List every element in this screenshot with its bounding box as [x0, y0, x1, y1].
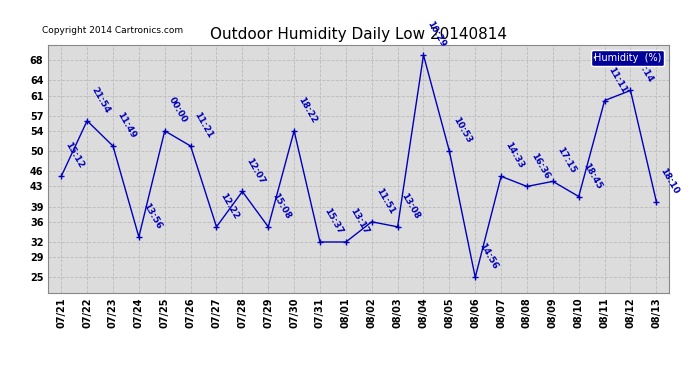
Text: 15:08: 15:08	[270, 192, 293, 221]
Text: 13:08: 13:08	[400, 192, 422, 221]
Text: 12:22: 12:22	[219, 192, 241, 221]
Text: Copyright 2014 Cartronics.com: Copyright 2014 Cartronics.com	[42, 26, 184, 35]
Text: 21:54: 21:54	[89, 85, 111, 115]
Text: 15:12: 15:12	[63, 141, 86, 170]
Text: 13:56: 13:56	[141, 202, 163, 231]
Legend: Humidity  (%): Humidity (%)	[591, 50, 664, 66]
Text: 00:00: 00:00	[167, 96, 188, 125]
Text: 11:49: 11:49	[115, 111, 137, 140]
Text: 11:11: 11:11	[607, 65, 629, 94]
Text: 10:29: 10:29	[426, 20, 448, 49]
Text: 13:17: 13:17	[348, 207, 370, 236]
Text: 16:36: 16:36	[529, 151, 551, 180]
Text: 18:10: 18:10	[658, 166, 680, 195]
Text: 11:21: 11:21	[193, 111, 215, 140]
Text: 17:14: 17:14	[633, 55, 655, 84]
Text: 17:15: 17:15	[555, 146, 577, 176]
Text: 15:37: 15:37	[322, 207, 344, 236]
Text: 10:53: 10:53	[451, 116, 473, 145]
Text: 11:51: 11:51	[374, 186, 396, 216]
Text: 14:33: 14:33	[503, 141, 525, 170]
Title: Outdoor Humidity Daily Low 20140814: Outdoor Humidity Daily Low 20140814	[210, 27, 507, 42]
Text: 18:22: 18:22	[296, 96, 318, 125]
Text: 12:07: 12:07	[244, 156, 266, 185]
Text: 18:45: 18:45	[581, 161, 603, 190]
Text: 14:56: 14:56	[477, 242, 500, 271]
